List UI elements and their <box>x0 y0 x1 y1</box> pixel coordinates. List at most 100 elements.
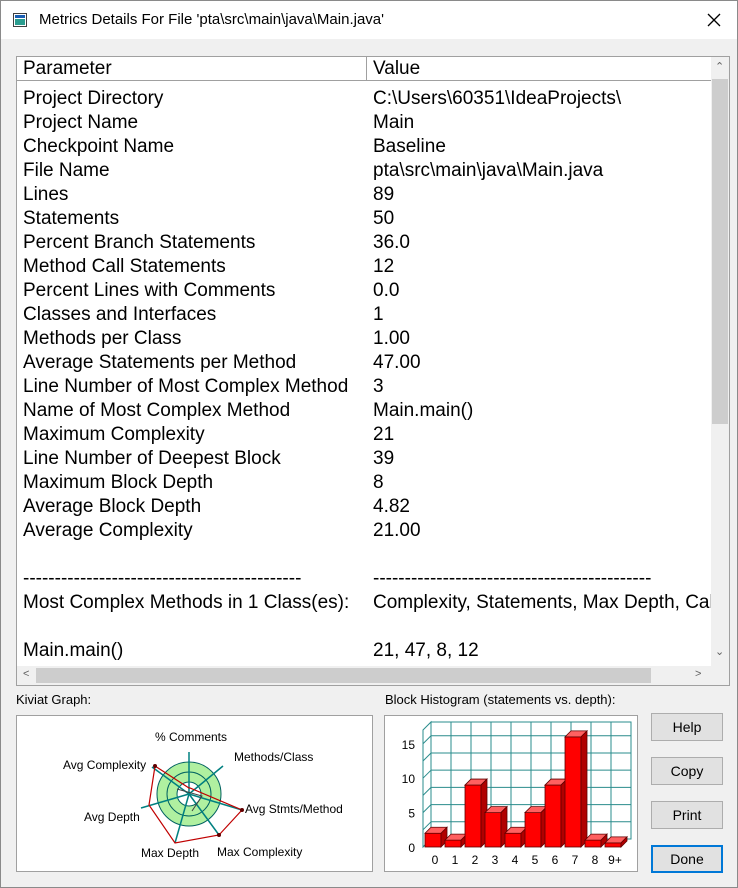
table-row[interactable]: Average Complexity 21.00 <box>17 519 712 543</box>
table-row[interactable]: File Name pta\src\main\java\Main.java <box>17 159 712 183</box>
value-cell: 39 <box>373 448 395 469</box>
value-cell: 36.0 <box>373 232 410 253</box>
table-row[interactable]: Methods per Class 1.00 <box>17 327 712 351</box>
copy-button[interactable]: Copy <box>651 757 723 785</box>
value-cell: Complexity, Statements, Max Depth, Calls <box>373 592 712 613</box>
scroll-left-icon[interactable]: < <box>23 668 30 680</box>
histogram-bar <box>484 812 502 848</box>
column-header-value[interactable]: Value <box>367 57 712 81</box>
parameter-cell: Project Name <box>23 112 139 133</box>
metrics-list-viewport: Parameter Value Project Directory C:\User… <box>17 57 712 666</box>
scroll-up-icon[interactable]: ⌃ <box>715 61 725 73</box>
table-row[interactable]: Percent Lines with Comments 0.0 <box>17 279 712 303</box>
column-header-parameter[interactable]: Parameter <box>17 57 367 81</box>
table-row[interactable] <box>17 615 712 639</box>
histogram-bar <box>584 839 602 848</box>
kiviat-point <box>153 764 157 768</box>
table-row[interactable]: Line Number of Most Complex Method 3 <box>17 375 712 399</box>
histogram-bar <box>504 832 522 848</box>
table-row[interactable]: Name of Most Complex Method Main.main() <box>17 399 712 423</box>
print-button[interactable]: Print <box>651 801 723 829</box>
table-row[interactable]: ----------------------------------------… <box>17 567 712 591</box>
value-cell: 12 <box>373 256 395 277</box>
kiviat-axis-label: Methods/Class <box>234 750 313 764</box>
parameter-cell: Classes and Interfaces <box>23 304 217 325</box>
vertical-scroll-thumb[interactable] <box>712 79 728 424</box>
x-tick-label: 9+ <box>608 853 622 867</box>
histogram-gridline <box>422 735 432 745</box>
vertical-scrollbar[interactable]: ⌃ ⌄ <box>711 57 729 666</box>
table-row[interactable]: Statements 50 <box>17 207 712 231</box>
parameter-cell: Project Directory <box>23 88 164 109</box>
horizontal-scrollbar[interactable]: < > <box>17 666 712 685</box>
value-cell: 21, 47, 8, 12 <box>373 640 479 661</box>
parameter-cell: Line Number of Most Complex Method <box>23 376 349 397</box>
table-row[interactable]: Lines 89 <box>17 183 712 207</box>
table-row[interactable] <box>17 543 712 567</box>
table-row[interactable]: Classes and Interfaces 1 <box>17 303 712 327</box>
value-cell: 8 <box>373 472 384 493</box>
histogram-gridline <box>422 804 432 813</box>
kiviat-axis-label: Max Complexity <box>217 845 302 859</box>
parameter-cell: Method Call Statements <box>23 256 226 277</box>
metrics-list[interactable]: Parameter Value Project Directory C:\User… <box>16 56 730 686</box>
value-cell: 50 <box>373 208 395 229</box>
close-button[interactable] <box>691 1 737 39</box>
value-cell: 0.0 <box>373 280 400 301</box>
parameter-cell: Maximum Complexity <box>23 424 205 445</box>
kiviat-axis-label: % Comments <box>155 730 227 744</box>
table-row[interactable]: Method Call Statements 12 <box>17 255 712 279</box>
value-cell: Baseline <box>373 136 446 157</box>
table-row[interactable]: Maximum Complexity 21 <box>17 423 712 447</box>
value-cell: Main <box>373 112 415 133</box>
kiviat-axis-label: Avg Depth <box>84 810 140 824</box>
metrics-rows: Project Directory C:\Users\60351\IdeaProj… <box>17 87 712 663</box>
x-tick-label: 6 <box>552 853 559 867</box>
parameter-cell: Checkpoint Name <box>23 136 175 157</box>
done-button[interactable]: Done <box>651 845 723 873</box>
value-cell: 47.00 <box>373 352 421 373</box>
x-tick-label: 3 <box>492 853 499 867</box>
table-row[interactable]: Average Statements per Method 47.00 <box>17 351 712 375</box>
x-tick-label: 2 <box>472 853 479 867</box>
x-tick-label: 0 <box>432 853 439 867</box>
parameter-cell: Average Block Depth <box>23 496 202 517</box>
kiviat-axis-label: Max Depth <box>141 846 199 860</box>
table-row[interactable]: Project Name Main <box>17 111 712 135</box>
parameter-cell: Percent Branch Statements <box>23 232 256 253</box>
table-row[interactable]: Main.main() 21, 47, 8, 12 <box>17 639 712 663</box>
table-row[interactable]: Most Complex Methods in 1 Class(es): Comp… <box>17 591 712 615</box>
window-title: Metrics Details For File 'pta\src\main\j… <box>39 11 384 28</box>
kiviat-label: Kiviat Graph: <box>16 692 92 707</box>
scroll-right-icon[interactable]: > <box>695 668 702 680</box>
scroll-down-icon[interactable]: ⌄ <box>715 646 725 658</box>
horizontal-scroll-thumb[interactable] <box>36 668 651 683</box>
table-row[interactable]: Project Directory C:\Users\60351\IdeaProj… <box>17 87 712 111</box>
histogram-bar-side <box>580 729 588 848</box>
y-tick-label: 10 <box>402 772 416 786</box>
table-row[interactable]: Average Block Depth 4.82 <box>17 495 712 519</box>
histogram-bar <box>424 832 442 848</box>
help-button[interactable]: Help <box>651 713 723 741</box>
parameter-cell: ----------------------------------------… <box>23 568 302 589</box>
table-row[interactable]: Checkpoint Name Baseline <box>17 135 712 159</box>
parameter-cell: Maximum Block Depth <box>23 472 214 493</box>
histogram-bar <box>564 736 582 848</box>
kiviat-point <box>240 808 244 812</box>
value-cell: C:\Users\60351\IdeaProjects\ <box>373 88 622 109</box>
histogram-bar <box>604 842 622 848</box>
parameter-cell: Main.main() <box>23 640 124 661</box>
value-cell: 1 <box>373 304 384 325</box>
parameter-cell: File Name <box>23 160 110 181</box>
parameter-cell: Name of Most Complex Method <box>23 400 291 421</box>
table-row[interactable]: Percent Branch Statements 36.0 <box>17 231 712 255</box>
histogram-gridline <box>422 787 432 796</box>
table-row[interactable]: Maximum Block Depth 8 <box>17 471 712 495</box>
table-row[interactable]: Line Number of Deepest Block 39 <box>17 447 712 471</box>
y-tick-label: 0 <box>408 841 415 855</box>
histogram-panel: 0 5 10 15 0 1 2 3 4 5 6 7 8 9+ <box>384 715 638 872</box>
x-tick-label: 4 <box>512 853 519 867</box>
value-cell: pta\src\main\java\Main.java <box>373 160 604 181</box>
parameter-cell: Lines <box>23 184 69 205</box>
